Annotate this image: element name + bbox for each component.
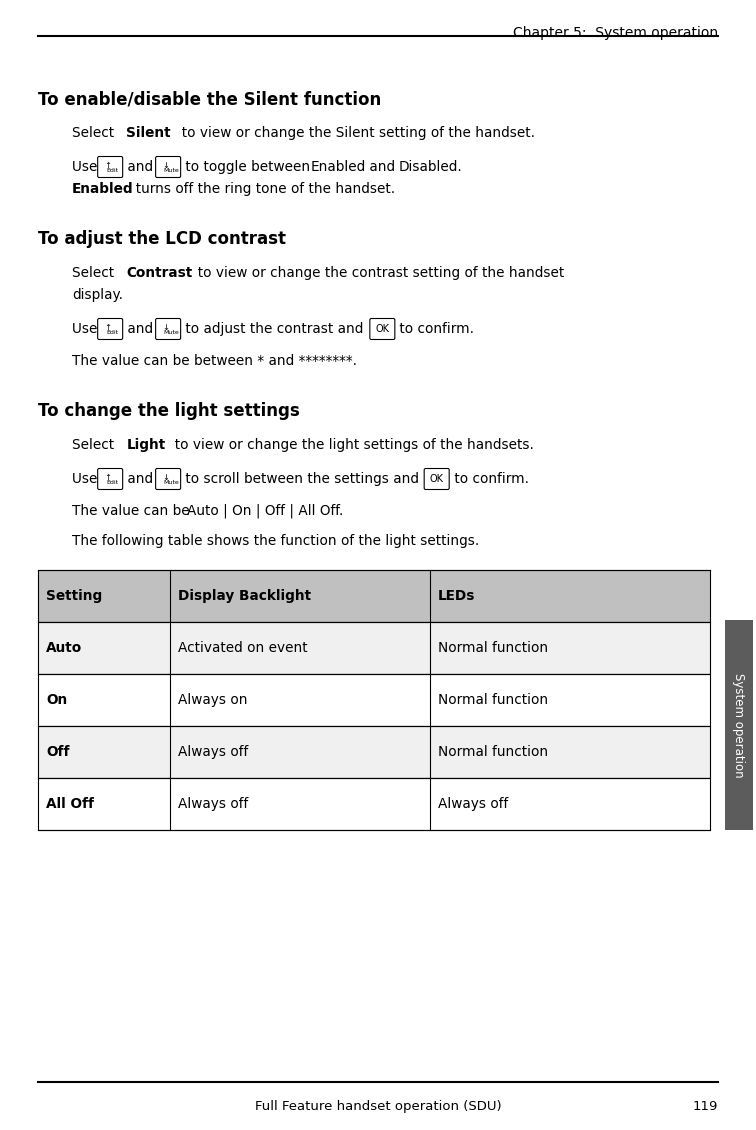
FancyBboxPatch shape: [370, 319, 395, 339]
Text: Edit: Edit: [107, 479, 119, 485]
Text: To adjust the LCD contrast: To adjust the LCD contrast: [38, 231, 286, 247]
Text: OK: OK: [375, 324, 389, 334]
FancyBboxPatch shape: [156, 156, 181, 177]
Text: ↓: ↓: [162, 162, 169, 171]
Text: System operation: System operation: [733, 672, 745, 777]
Text: Normal function: Normal function: [438, 693, 548, 707]
Text: Disabled.: Disabled.: [399, 160, 463, 174]
Text: The following table shows the function of the light settings.: The following table shows the function o…: [72, 534, 479, 548]
Text: On: On: [46, 693, 67, 707]
Text: and: and: [123, 322, 158, 336]
Text: Auto: Auto: [46, 641, 82, 655]
Text: Enabled: Enabled: [72, 182, 134, 195]
Text: to confirm.: to confirm.: [450, 472, 528, 486]
Text: Enabled: Enabled: [310, 160, 365, 174]
FancyBboxPatch shape: [98, 156, 122, 177]
Text: ↓: ↓: [162, 323, 169, 332]
Text: All Off: All Off: [46, 797, 94, 811]
Text: and: and: [123, 160, 158, 174]
Text: 119: 119: [692, 1099, 718, 1113]
Text: Use: Use: [72, 322, 102, 336]
Text: Select: Select: [72, 266, 123, 280]
Text: Always off: Always off: [438, 797, 508, 811]
Text: The value can be: The value can be: [72, 504, 194, 518]
Text: to view or change the contrast setting of the handset: to view or change the contrast setting o…: [189, 266, 564, 280]
Text: OK: OK: [429, 473, 444, 484]
Text: to adjust the contrast and: to adjust the contrast and: [181, 322, 368, 336]
Text: to toggle between: to toggle between: [181, 160, 314, 174]
Text: To enable/disable the Silent function: To enable/disable the Silent function: [38, 90, 381, 108]
Bar: [38, 570, 710, 622]
FancyBboxPatch shape: [98, 319, 122, 339]
Text: Display Backlight: Display Backlight: [178, 589, 311, 603]
Text: LEDs: LEDs: [438, 589, 476, 603]
Text: Activated on event: Activated on event: [178, 641, 308, 655]
Text: Mute: Mute: [163, 167, 178, 173]
Text: Silent: Silent: [126, 127, 171, 140]
Text: Use: Use: [72, 160, 102, 174]
Text: Chapter 5:  System operation: Chapter 5: System operation: [513, 26, 718, 40]
Text: Edit: Edit: [107, 330, 119, 334]
Text: Always off: Always off: [178, 745, 248, 759]
Text: ↑: ↑: [104, 323, 111, 332]
Text: Normal function: Normal function: [438, 641, 548, 655]
Bar: [38, 673, 710, 725]
Text: and: and: [365, 160, 400, 174]
Bar: [725, 620, 753, 831]
Text: ↓: ↓: [162, 473, 169, 483]
Text: Setting: Setting: [46, 589, 102, 603]
Text: Full Feature handset operation (SDU): Full Feature handset operation (SDU): [255, 1099, 501, 1113]
Text: and: and: [123, 472, 158, 486]
Text: to view or change the light settings of the handsets.: to view or change the light settings of …: [166, 438, 534, 452]
Bar: [38, 725, 710, 777]
Bar: [38, 777, 710, 831]
Text: Mute: Mute: [163, 479, 178, 485]
Text: display.: display.: [72, 288, 123, 302]
Bar: [38, 622, 710, 673]
Text: Use: Use: [72, 472, 102, 486]
Text: To change the light settings: To change the light settings: [38, 402, 299, 420]
Text: Off: Off: [46, 745, 70, 759]
Text: turns off the ring tone of the handset.: turns off the ring tone of the handset.: [127, 182, 395, 195]
Text: Select: Select: [72, 438, 123, 452]
Text: to scroll between the settings and: to scroll between the settings and: [181, 472, 423, 486]
Text: Auto | On | Off | All Off.: Auto | On | Off | All Off.: [187, 504, 344, 519]
Text: ↑: ↑: [104, 162, 111, 171]
Text: Mute: Mute: [163, 330, 178, 334]
Text: ↑: ↑: [104, 473, 111, 483]
FancyBboxPatch shape: [424, 469, 449, 489]
Text: Edit: Edit: [107, 167, 119, 173]
Text: Contrast: Contrast: [126, 266, 193, 280]
Text: Normal function: Normal function: [438, 745, 548, 759]
Text: to confirm.: to confirm.: [395, 322, 474, 336]
Text: Always off: Always off: [178, 797, 248, 811]
Text: to view or change the Silent setting of the handset.: to view or change the Silent setting of …: [173, 127, 535, 140]
FancyBboxPatch shape: [156, 469, 181, 489]
Text: Always on: Always on: [178, 693, 247, 707]
FancyBboxPatch shape: [156, 319, 181, 339]
FancyBboxPatch shape: [98, 469, 122, 489]
Text: Light: Light: [126, 438, 166, 452]
Text: The value can be between * and ********.: The value can be between * and ********.: [72, 354, 357, 368]
Text: Select: Select: [72, 127, 123, 140]
